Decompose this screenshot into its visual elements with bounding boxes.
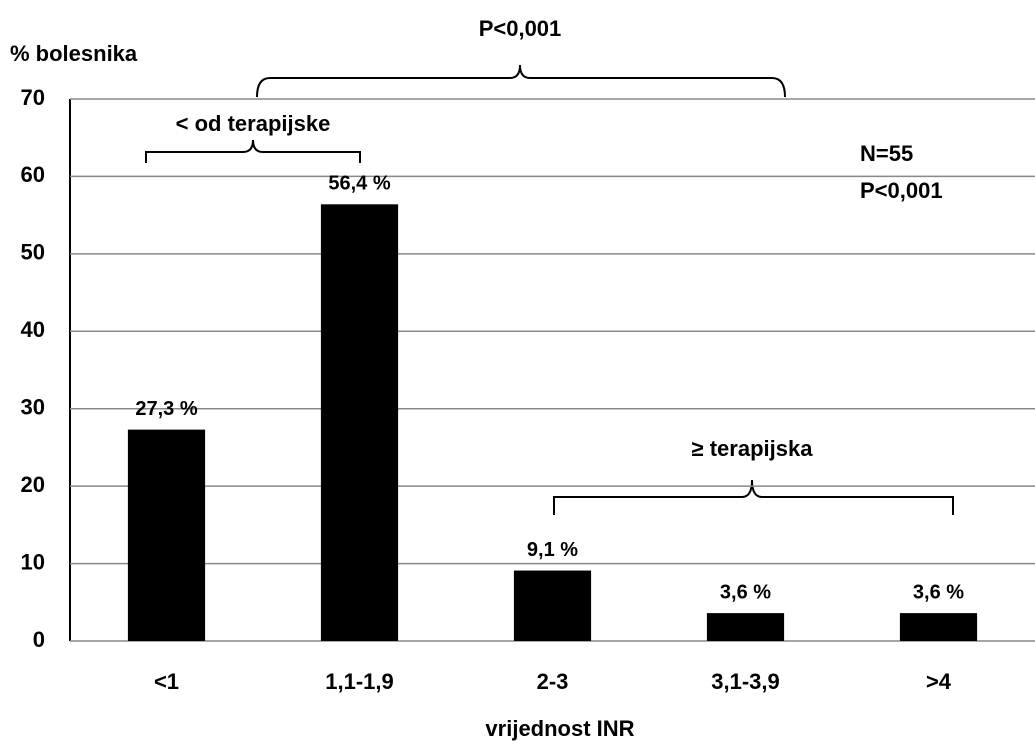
x-tick-label: >4 [926,669,952,694]
annotation: < od terapijske [176,111,331,136]
y-tick-label: 60 [21,162,45,187]
y-tick-label: 40 [21,317,45,342]
y-tick-label: 30 [21,395,45,420]
y-tick-label: 20 [21,472,45,497]
bracket [145,139,361,163]
y-tick-label: 0 [33,627,45,652]
data-label: 9,1 % [527,539,578,561]
y-tick-label: 50 [21,240,45,265]
annotation: N=55 [860,141,913,166]
data-label: 27,3 % [135,398,197,420]
x-axis-label: vrijednost INR [485,716,634,741]
data-label: 3,6 % [913,581,964,603]
bracket [256,64,786,98]
bar [706,613,785,641]
bracket [553,479,954,515]
x-tick-label: 3,1-3,9 [711,669,780,694]
x-tick-label: 2-3 [537,669,569,694]
x-tick-label: <1 [154,669,179,694]
bar [127,429,206,641]
annotation: P<0,001 [860,178,943,203]
annotation: P<0,001 [479,16,562,41]
y-axis-label: % bolesnika [10,41,138,66]
data-label: 56,4 % [328,173,390,195]
bar [320,204,399,641]
data-label: 3,6 % [720,581,771,603]
annotation: ≥ terapijska [692,436,814,461]
y-tick-label: 70 [21,85,45,110]
bar [899,613,978,641]
y-tick-label: 10 [21,549,45,574]
bar [513,570,592,641]
x-tick-label: 1,1-1,9 [325,669,394,694]
